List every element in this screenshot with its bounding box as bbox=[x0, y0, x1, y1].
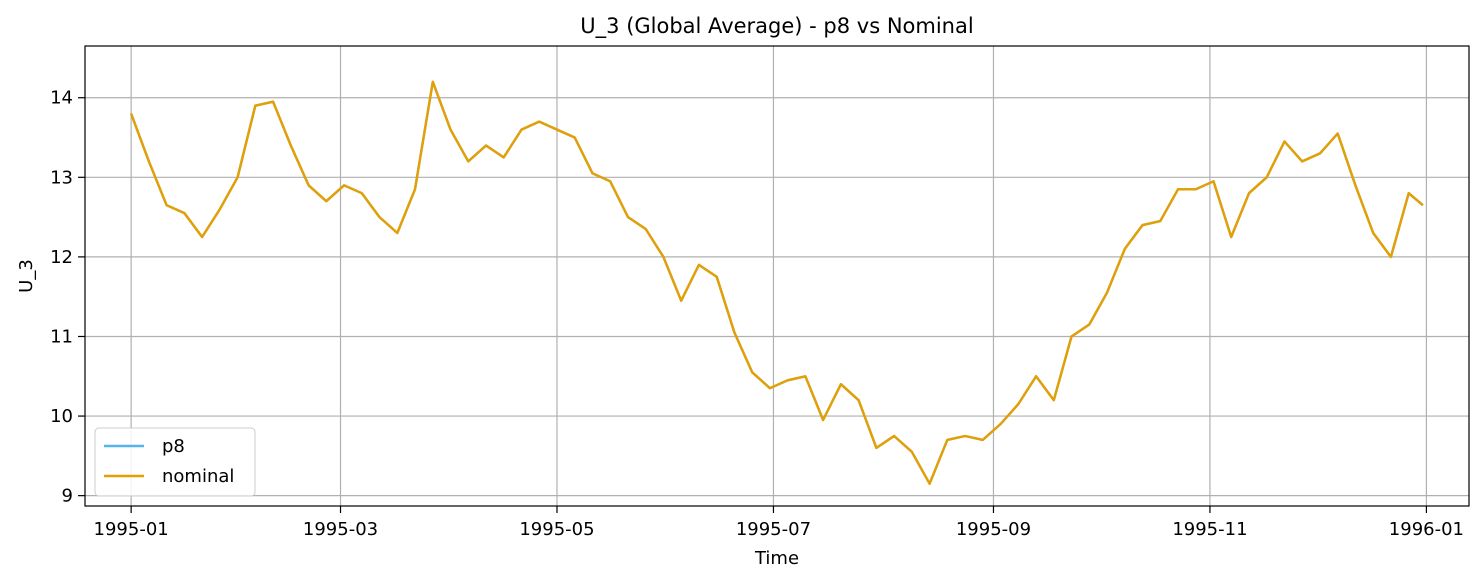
x-tick-label: 1995-05 bbox=[519, 519, 594, 540]
y-tick-label: 14 bbox=[50, 88, 73, 109]
y-tick-label: 13 bbox=[50, 167, 73, 188]
grid bbox=[85, 46, 1469, 506]
y-tick-label: 12 bbox=[50, 247, 73, 268]
chart-title: U_3 (Global Average) - p8 vs Nominal bbox=[580, 14, 973, 39]
series-line-p8 bbox=[129, 80, 1424, 485]
series-lines bbox=[129, 80, 1424, 485]
legend-label-p8: p8 bbox=[162, 436, 185, 457]
y-tick-label: 10 bbox=[50, 406, 73, 427]
legend: p8 nominal bbox=[94, 427, 256, 497]
y-axis-label: U_3 bbox=[16, 259, 37, 293]
x-tick-label: 1995-09 bbox=[956, 519, 1031, 540]
x-tick-label: 1995-01 bbox=[94, 519, 169, 540]
x-tick-label: 1995-11 bbox=[1172, 519, 1247, 540]
x-tick-label: 1995-03 bbox=[303, 519, 378, 540]
x-axis-label: Time bbox=[754, 548, 799, 569]
x-axis-ticks: 1995-01 1995-03 1995-05 1995-07 1995-09 1995-… bbox=[94, 506, 1464, 540]
x-tick-label: 1995-07 bbox=[736, 519, 811, 540]
series-line-nominal bbox=[129, 80, 1424, 485]
y-tick-label: 9 bbox=[62, 486, 73, 507]
plot-area-frame bbox=[84, 45, 1470, 507]
y-tick-label: 11 bbox=[50, 326, 73, 347]
x-tick-label: 1996-01 bbox=[1389, 519, 1464, 540]
y-axis-ticks: 9 10 11 12 13 14 bbox=[50, 88, 85, 507]
legend-label-nominal: nominal bbox=[162, 466, 234, 487]
